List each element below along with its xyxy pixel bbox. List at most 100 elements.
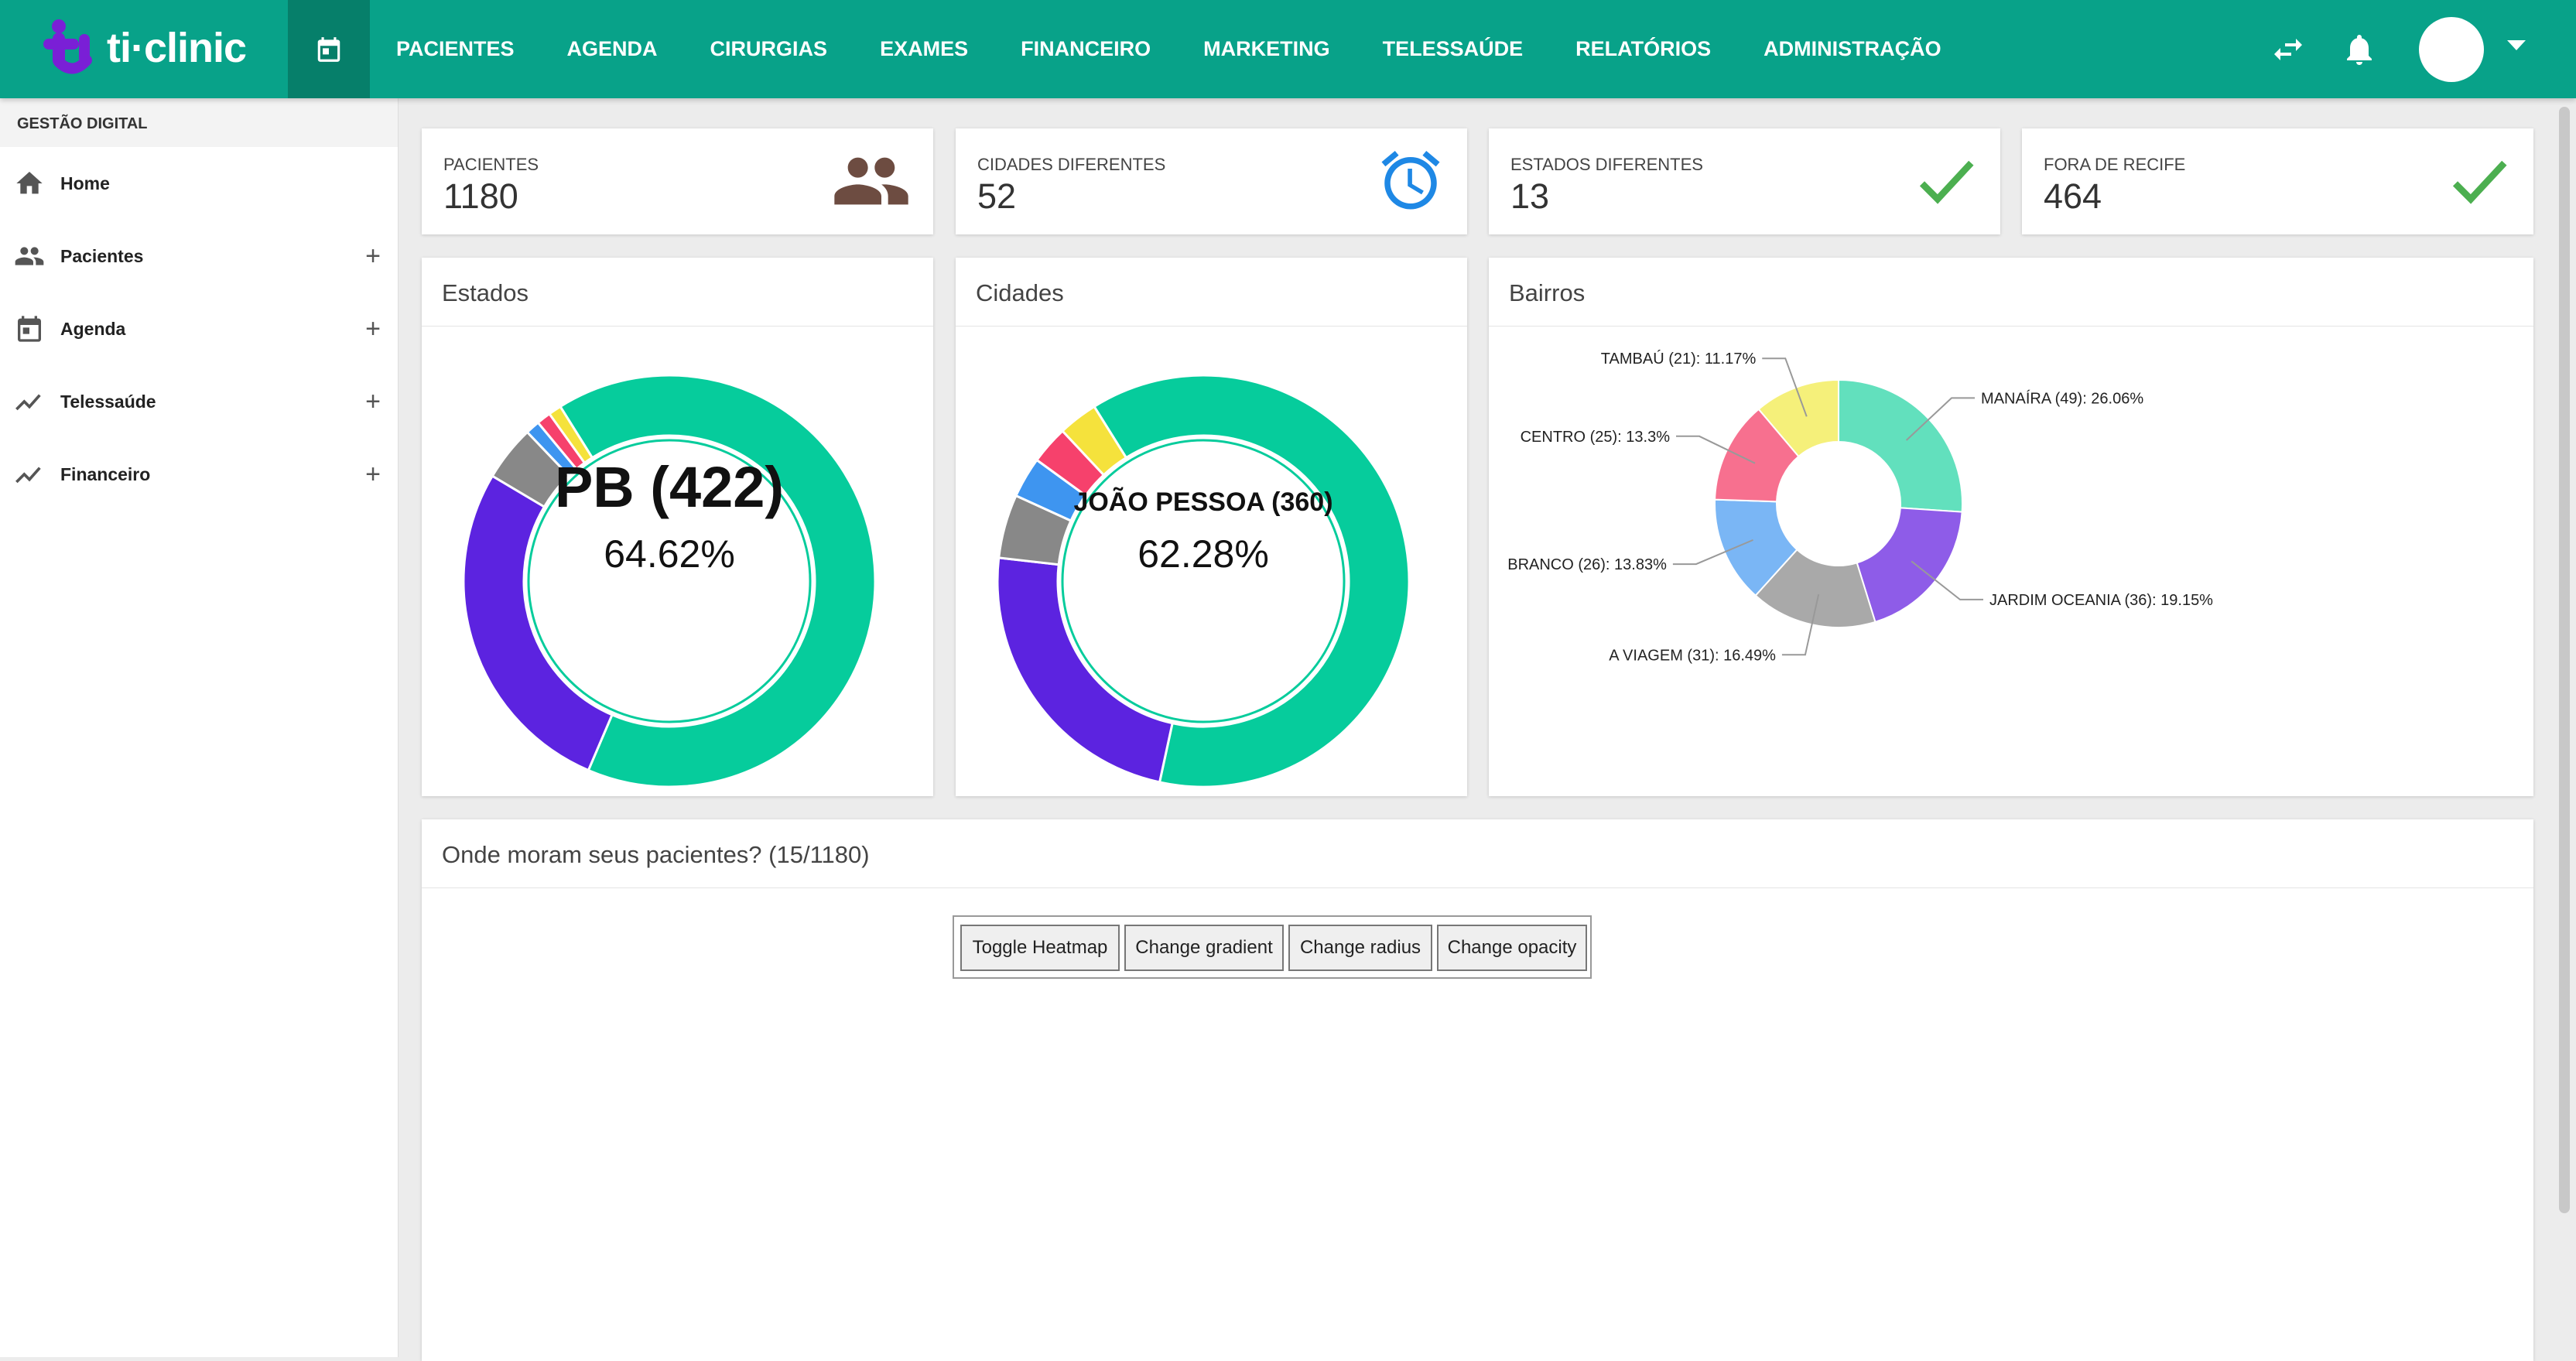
main-nav: PACIENTES AGENDA CIRURGIAS EXAMES FINANC… <box>370 0 1968 98</box>
card-title: Estados <box>442 279 529 306</box>
app-logo[interactable]: ti·clinic <box>42 17 247 79</box>
sidebar-item-home[interactable]: Home <box>0 147 398 220</box>
toggle-heatmap-button[interactable]: Toggle Heatmap <box>960 925 1120 971</box>
slice-label: BRANCO (26): 13.83% <box>1507 556 1667 573</box>
nav-administracao[interactable]: ADMINISTRAÇÃO <box>1764 37 1941 60</box>
chevron-down-icon[interactable] <box>2507 40 2526 50</box>
donut-slice[interactable] <box>462 474 614 772</box>
slice-leader-line <box>1762 357 1808 417</box>
alarm-clock-icon <box>1381 150 1440 210</box>
swap-icon[interactable] <box>2270 31 2307 68</box>
bell-icon[interactable] <box>2341 31 2378 68</box>
donut-slice[interactable] <box>558 374 877 788</box>
card-title: Cidades <box>976 279 1064 306</box>
sidebar-item-label: Telessaúde <box>60 391 156 412</box>
donut-slice[interactable] <box>1092 374 1411 788</box>
stat-card-estados: ESTADOS DIFERENTES 13 <box>1489 128 2000 234</box>
sidebar-item-agenda[interactable]: Agenda + <box>0 292 398 365</box>
cidades-center-value: 62.28% <box>1137 532 1269 576</box>
people-icon <box>15 247 44 265</box>
logo-text: ti·clinic <box>107 25 247 71</box>
stat-label: CIDADES DIFERENTES <box>977 155 1166 174</box>
cidades-donut-chart: JOÃO PESSOA (360) 62.28% <box>996 374 1411 788</box>
divider <box>422 887 2533 888</box>
stat-card-fora-recife: FORA DE RECIFE 464 <box>2022 128 2533 234</box>
sidebar-item-telessaude[interactable]: Telessaúde + <box>0 365 398 438</box>
estados-center-value: 64.62% <box>604 532 735 576</box>
nav-cirurgias[interactable]: CIRURGIAS <box>710 37 828 60</box>
calendar-icon <box>317 36 340 62</box>
divider <box>956 326 1467 327</box>
donut-slice[interactable] <box>1060 405 1128 477</box>
donut-slice[interactable] <box>547 405 594 465</box>
nav-marketing[interactable]: MARKETING <box>1203 37 1330 60</box>
slice-leader-line <box>1781 593 1820 656</box>
bairros-donut-chart: MANAÍRA (49): 26.06% JARDIM OCEANIA (36):… <box>1507 350 2213 664</box>
donut-slice[interactable] <box>1856 507 1963 624</box>
sidebar-item-label: Agenda <box>60 318 126 339</box>
check-icon <box>2452 160 2507 204</box>
sidebar-item-pacientes[interactable]: Pacientes + <box>0 220 398 292</box>
slice-leader-line <box>1911 560 1983 600</box>
trend-icon <box>15 394 41 411</box>
stat-value: 464 <box>2044 176 2102 216</box>
slice-label: JARDIM OCEANIA (36): 19.15% <box>1989 592 2213 609</box>
expand-plus-icon[interactable]: + <box>365 460 381 489</box>
nav-pacientes[interactable]: PACIENTES <box>396 37 515 60</box>
check-icon <box>1919 160 1974 204</box>
sidebar: GESTÃO DIGITAL Home Pacientes + Agenda +… <box>0 98 399 1357</box>
expand-plus-icon[interactable]: + <box>365 387 381 416</box>
change-opacity-button[interactable]: Change opacity <box>1437 925 1587 971</box>
divider <box>1489 326 2533 327</box>
estados-center-label: PB (422) <box>555 455 784 519</box>
sidebar-heading: GESTÃO DIGITAL <box>0 98 398 147</box>
slice-label: A VIAGEM (31): 16.49% <box>1609 647 1776 664</box>
people-icon <box>834 157 908 205</box>
top-navbar: ti·clinic PACIENTES AGENDA CIRURGIAS EXA… <box>0 0 2576 98</box>
calendar-button[interactable] <box>288 0 370 98</box>
sidebar-item-label: Pacientes <box>60 245 144 266</box>
stat-label: PACIENTES <box>443 155 539 174</box>
page-scrollbar[interactable] <box>2559 107 2570 1213</box>
estados-donut-chart: PB (422) 64.62% <box>462 374 877 788</box>
expand-plus-icon[interactable]: + <box>365 241 381 271</box>
nav-telessaude[interactable]: TELESSAÚDE <box>1382 37 1524 60</box>
trend-icon <box>15 467 41 484</box>
sidebar-item-label: Home <box>60 173 110 193</box>
card-title: Onde moram seus pacientes? (15/1180) <box>442 841 870 868</box>
stat-label: ESTADOS DIFERENTES <box>1510 155 1703 174</box>
stat-value: 1180 <box>443 176 518 216</box>
stat-card-cidades: CIDADES DIFERENTES 52 <box>956 128 1467 234</box>
slice-leader-line <box>1672 539 1753 566</box>
nav-financeiro[interactable]: FINANCEIRO <box>1021 37 1151 60</box>
nav-agenda[interactable]: AGENDA <box>566 37 658 60</box>
card-title: Bairros <box>1509 279 1586 306</box>
donut-slice[interactable] <box>1838 378 1963 513</box>
slice-label: TAMBAÚ (21): 11.17% <box>1601 350 1757 368</box>
slice-label: CENTRO (25): 13.3% <box>1521 429 1671 446</box>
map-card: Onde moram seus pacientes? (15/1180) <box>422 819 2533 1361</box>
home-icon <box>16 172 43 194</box>
change-radius-button[interactable]: Change radius <box>1288 925 1432 971</box>
avatar[interactable] <box>2419 17 2484 82</box>
nav-relatorios[interactable]: RELATÓRIOS <box>1575 37 1712 60</box>
sidebar-item-financeiro[interactable]: Financeiro + <box>0 438 398 511</box>
nav-exames[interactable]: EXAMES <box>880 37 969 60</box>
chart-card-estados: Estados PB (422) 64.62% <box>422 258 933 796</box>
calendar-icon <box>18 316 41 342</box>
chart-card-bairros: Bairros MANAÍRA (49): 26.06% JARDIM OCEAN… <box>1489 258 2533 796</box>
logo-icon <box>43 19 92 74</box>
chart-card-cidades: Cidades JOÃO PESSOA (360) 62.28% <box>956 258 1467 796</box>
stat-label: FORA DE RECIFE <box>2044 155 2186 174</box>
donut-slice[interactable] <box>996 556 1174 784</box>
slice-leader-line <box>1905 397 1976 441</box>
donut-slice[interactable] <box>1757 378 1839 458</box>
slice-label: MANAÍRA (49): 26.06% <box>1981 389 2143 407</box>
change-gradient-button[interactable]: Change gradient <box>1124 925 1284 971</box>
sidebar-item-label: Financeiro <box>60 463 151 484</box>
highlight-ring <box>527 439 812 723</box>
stat-value: 52 <box>977 176 1017 216</box>
map-controls: Toggle Heatmap Change gradient Change ra… <box>953 915 1592 979</box>
expand-plus-icon[interactable]: + <box>365 314 381 344</box>
stat-value: 13 <box>1510 176 1550 216</box>
